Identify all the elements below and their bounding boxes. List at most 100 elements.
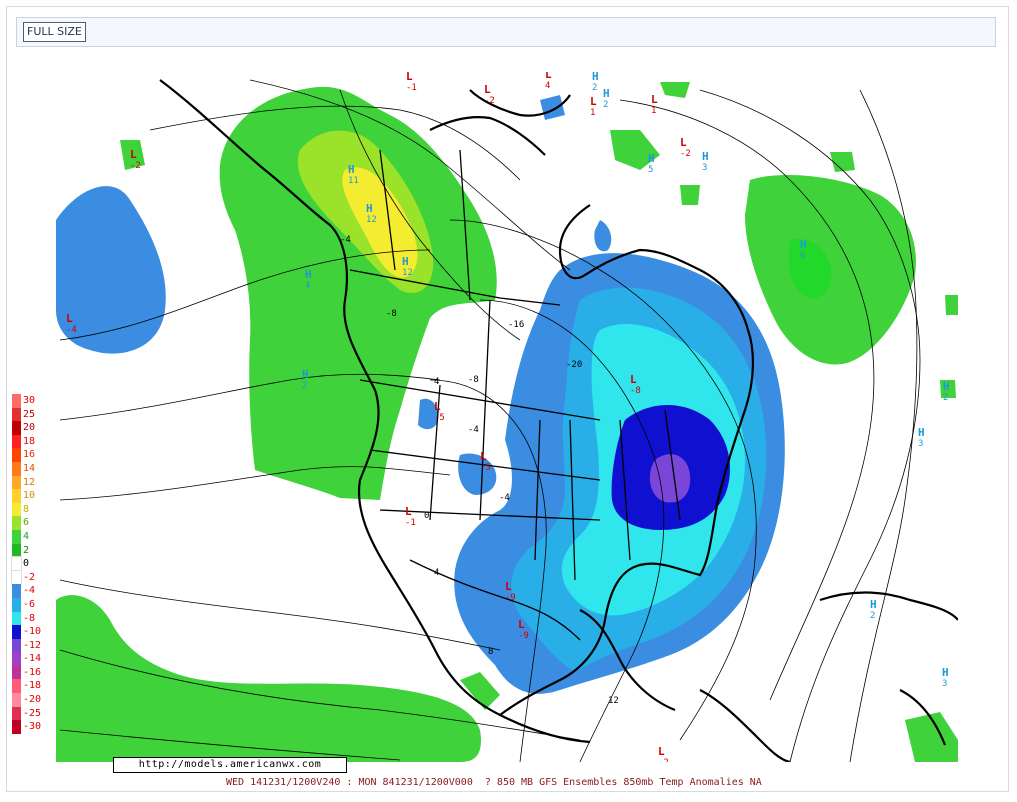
legend-label: -2 <box>23 571 36 583</box>
high-value: 2 <box>870 611 875 621</box>
low-value: -9 <box>518 631 529 641</box>
contour-label: -20 <box>566 360 582 370</box>
legend-label: 20 <box>23 422 36 434</box>
low-value: 1 <box>590 108 595 118</box>
legend-swatch <box>12 638 21 653</box>
high-value: 2 <box>302 381 307 391</box>
low-pressure-marker: L <box>651 93 658 106</box>
legend-swatch <box>12 625 21 639</box>
toolbar: FULL SIZE <box>16 17 996 47</box>
legend-row: 6 <box>10 516 44 530</box>
legend-swatch <box>12 706 21 721</box>
legend-swatch <box>12 597 21 612</box>
legend-swatch <box>12 394 21 408</box>
legend-row: 25 <box>10 407 44 422</box>
legend-swatch <box>12 421 21 435</box>
legend-row: -18 <box>10 679 44 694</box>
contour-label: 4 <box>434 377 439 387</box>
low-value: -8 <box>630 386 641 396</box>
contour-label: 4 <box>434 568 439 578</box>
legend-label: -14 <box>23 653 42 665</box>
legend-swatch <box>12 611 21 626</box>
high-value: 12 <box>366 215 377 225</box>
low-pressure-marker: L <box>505 580 512 593</box>
high-value: 3 <box>702 163 707 173</box>
low-pressure-marker: L <box>545 68 552 81</box>
high-pressure-marker: H <box>918 426 925 439</box>
low-pressure-marker: L <box>434 400 441 413</box>
legend-label: 10 <box>23 490 36 502</box>
legend-swatch <box>12 502 21 517</box>
legend-row: -2 <box>10 569 44 586</box>
high-pressure-marker: H <box>648 152 655 165</box>
legend-row: -25 <box>10 706 44 721</box>
legend-swatch <box>12 720 21 734</box>
legend-row: -16 <box>10 665 44 680</box>
legend-swatch <box>12 679 21 694</box>
high-pressure-marker: H <box>800 238 807 251</box>
legend-label: 14 <box>23 462 36 474</box>
low-value: -2 <box>484 96 495 106</box>
high-pressure-marker: H <box>702 150 709 163</box>
color-legend: 30 25 20 18 16 14 12 10 8 6 4 2 0 -2 -4 -6 -8 -10 -12 -14 -1… <box>10 394 44 734</box>
high-value: 2 <box>592 83 597 93</box>
legend-row: 2 <box>10 543 44 558</box>
legend-label: -6 <box>23 598 36 610</box>
legend-swatch <box>11 556 22 572</box>
height-contours <box>59 79 921 762</box>
legend-swatch <box>12 516 21 530</box>
contour-label: -8 <box>386 309 397 319</box>
legend-swatch <box>12 489 21 503</box>
high-pressure-marker: H <box>402 255 409 268</box>
contour-label: -4 <box>499 493 510 503</box>
legend-label: -25 <box>23 707 42 719</box>
legend-label: 2 <box>23 544 30 556</box>
high-value: 6 <box>800 251 805 261</box>
contour-labels: -16 -20 -8 -4 4 -8 -4 4 8 12 0 -4 <box>340 235 619 706</box>
legend-label: -10 <box>23 626 42 638</box>
low-pressure-marker: L <box>405 505 412 518</box>
contour-label: 12 <box>608 696 619 706</box>
legend-row: 16 <box>10 448 44 462</box>
contour-label: -8 <box>468 375 479 385</box>
contour-label: -16 <box>508 320 524 330</box>
high-pressure-marker: H <box>942 666 949 679</box>
high-value: 2 <box>943 393 948 403</box>
legend-label: 30 <box>23 395 36 406</box>
legend-label: -16 <box>23 666 42 678</box>
high-value: 12 <box>402 268 413 278</box>
contour-label: 8 <box>488 647 493 657</box>
legend-label: -4 <box>23 585 36 597</box>
legend-label: 25 <box>23 408 36 420</box>
low-pressure-marker: L <box>130 148 137 161</box>
legend-row: -30 <box>10 720 44 734</box>
low-value: 1 <box>651 106 656 116</box>
legend-row: 10 <box>10 489 44 503</box>
low-pressure-marker: L <box>66 312 73 325</box>
high-pressure-marker: H <box>305 268 312 281</box>
legend-row: 18 <box>10 434 44 449</box>
legend-row: -12 <box>10 638 44 653</box>
legend-swatch <box>12 652 21 666</box>
low-pressure-marker: L <box>406 70 413 83</box>
legend-row: -10 <box>10 625 44 639</box>
full-size-button[interactable]: FULL SIZE <box>23 22 86 42</box>
legend-swatch <box>12 475 21 490</box>
legend-row: 8 <box>10 502 44 517</box>
low-markers: L-1 L-2L4L1L1L-2L-2L-4L-8L-5L-5L-9L-9L-1L… <box>66 68 691 762</box>
contour-label: 0 <box>424 511 429 521</box>
high-value: 4 <box>305 281 310 291</box>
legend-swatch <box>12 529 21 544</box>
legend-row: 4 <box>10 529 44 544</box>
high-pressure-marker: H <box>943 380 950 393</box>
low-pressure-marker: L <box>590 95 597 108</box>
legend-label: -20 <box>23 694 42 706</box>
low-value: -5 <box>480 463 491 473</box>
contour-label: -4 <box>468 425 479 435</box>
low-pressure-marker: L <box>680 136 687 149</box>
legend-label: 8 <box>23 503 30 515</box>
low-pressure-marker: L <box>480 450 487 463</box>
high-value: 2 <box>603 100 608 110</box>
pacific-cold-anomaly <box>56 186 166 354</box>
